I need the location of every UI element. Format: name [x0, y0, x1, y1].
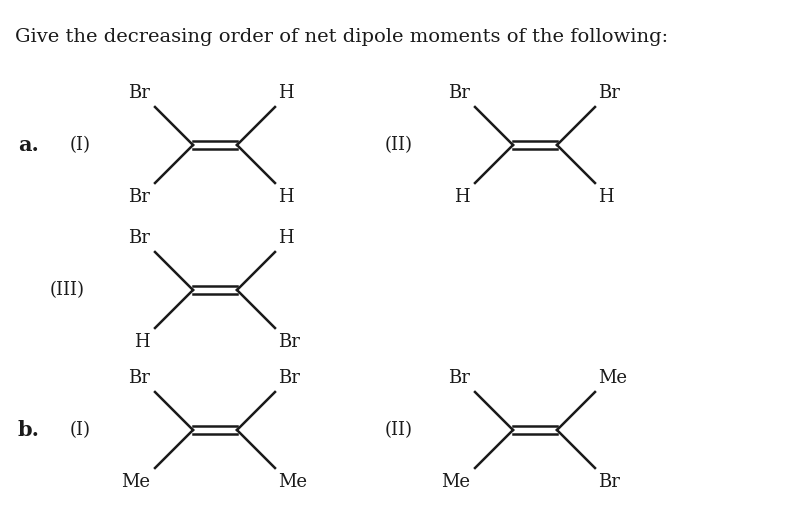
Text: (I): (I) — [70, 421, 91, 439]
Text: Br: Br — [128, 229, 150, 247]
Text: H: H — [278, 84, 294, 102]
Text: Br: Br — [128, 369, 150, 387]
Text: H: H — [134, 333, 150, 351]
Text: H: H — [454, 188, 470, 206]
Text: Br: Br — [128, 84, 150, 102]
Text: (II): (II) — [385, 136, 413, 154]
Text: H: H — [278, 188, 294, 206]
Text: (III): (III) — [50, 281, 85, 299]
Text: H: H — [598, 188, 614, 206]
Text: Me: Me — [278, 473, 307, 491]
Text: Br: Br — [448, 84, 470, 102]
Text: Br: Br — [448, 369, 470, 387]
Text: Br: Br — [128, 188, 150, 206]
Text: Me: Me — [121, 473, 150, 491]
Text: (II): (II) — [385, 421, 413, 439]
Text: a.: a. — [18, 135, 39, 155]
Text: Br: Br — [278, 333, 300, 351]
Text: Me: Me — [441, 473, 470, 491]
Text: Give the decreasing order of net dipole moments of the following:: Give the decreasing order of net dipole … — [15, 28, 668, 46]
Text: (I): (I) — [70, 136, 91, 154]
Text: Br: Br — [598, 473, 620, 491]
Text: Br: Br — [598, 84, 620, 102]
Text: Br: Br — [278, 369, 300, 387]
Text: b.: b. — [18, 420, 40, 440]
Text: H: H — [278, 229, 294, 247]
Text: Me: Me — [598, 369, 627, 387]
